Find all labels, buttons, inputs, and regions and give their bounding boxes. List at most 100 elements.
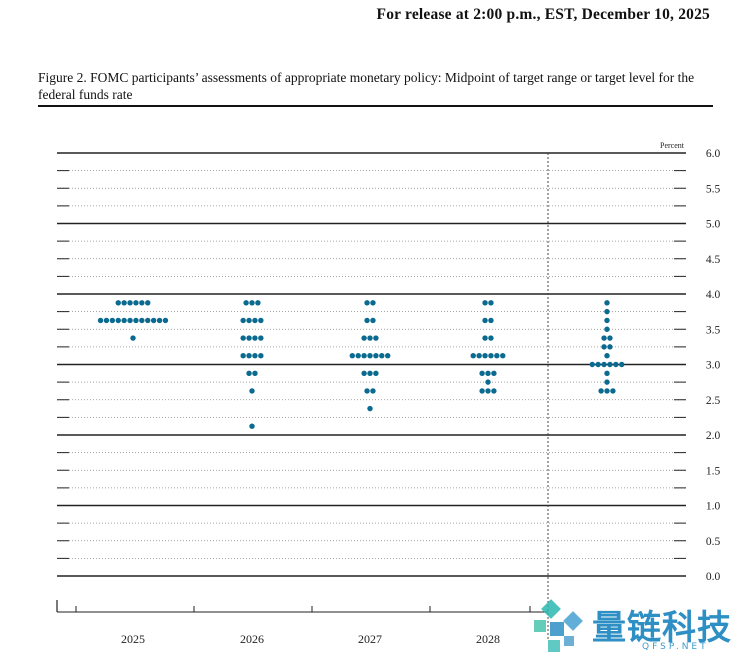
dot-2027 xyxy=(364,388,370,394)
dot-2027 xyxy=(367,335,373,341)
dot-2027 xyxy=(370,388,376,394)
dot-2025 xyxy=(139,317,145,324)
dot-2026 xyxy=(246,370,252,377)
dot-longer-run xyxy=(607,344,613,350)
dot-2025 xyxy=(145,317,151,324)
dot-2027 xyxy=(361,335,367,341)
dot-2027 xyxy=(385,352,391,359)
dot-2026 xyxy=(240,335,246,341)
dot-2027 xyxy=(367,352,373,359)
dot-2027 xyxy=(355,352,361,359)
dot-2025 xyxy=(145,300,151,306)
dot-longer-run xyxy=(601,335,607,341)
y-tick-label: 2.5 xyxy=(706,395,721,407)
dot-2028 xyxy=(470,352,476,359)
dot-2026 xyxy=(252,335,258,341)
dot-longer-run xyxy=(607,335,613,341)
y-tick-label: 3.0 xyxy=(706,360,721,372)
dot-2025 xyxy=(97,317,104,324)
x-tick-label: 2028 xyxy=(476,632,500,646)
dot-2025 xyxy=(127,317,133,324)
figure-title: Figure 2. FOMC participants’ assessments… xyxy=(38,70,695,102)
y-tick-label: 0.0 xyxy=(706,571,721,583)
dot-longer-run xyxy=(607,361,613,368)
dot-2026 xyxy=(252,370,258,377)
dot-longer-run xyxy=(604,379,610,385)
x-tick-label: 2026 xyxy=(240,632,264,646)
dot-2026 xyxy=(252,352,258,359)
dot-2025 xyxy=(156,317,163,324)
watermark-logo: 量链科技 QFSP.NET xyxy=(530,596,750,659)
dot-longer-run xyxy=(604,317,610,324)
y-tick-label: 1.0 xyxy=(706,501,721,513)
dot-2027 xyxy=(373,335,379,341)
dot-2028 xyxy=(479,370,485,377)
dot-longer-run xyxy=(601,361,607,368)
x-tick-label: 2025 xyxy=(121,632,145,646)
dot-2025 xyxy=(121,317,127,324)
dot-2026 xyxy=(240,317,246,324)
dot-2025 xyxy=(109,317,116,324)
dot-2027 xyxy=(370,300,376,306)
dot-2027 xyxy=(370,317,376,324)
watermark-text: 量链科技 xyxy=(592,608,732,648)
watermark-emblem-icon xyxy=(534,599,583,652)
dot-2027 xyxy=(373,370,379,377)
dot-2028 xyxy=(482,335,488,341)
dot-2025 xyxy=(115,317,121,324)
dot-2025 xyxy=(150,317,157,324)
dot-2026 xyxy=(246,317,252,324)
dot-longer-run xyxy=(601,344,607,350)
dot-2028 xyxy=(500,352,506,359)
y-tick-label: 2.0 xyxy=(706,430,721,442)
dot-2028 xyxy=(488,352,494,359)
dot-2026 xyxy=(252,317,258,324)
y-tick-label: 4.0 xyxy=(706,289,721,301)
title-rule xyxy=(38,105,713,107)
dot-2026 xyxy=(249,300,255,306)
dot-2026 xyxy=(258,317,264,324)
dot-2028 xyxy=(485,388,491,394)
y-tick-label: 3.5 xyxy=(706,324,721,336)
dot-longer-run xyxy=(598,388,604,394)
dot-2028 xyxy=(485,379,491,385)
dot-longer-run xyxy=(604,352,610,359)
y-tick-label: 5.0 xyxy=(706,219,721,231)
dot-2025 xyxy=(130,335,136,341)
y-tick-label: 1.5 xyxy=(706,465,721,477)
dot-2026 xyxy=(255,300,261,306)
y-tick-label: 6.0 xyxy=(706,148,721,160)
dot-longer-run xyxy=(604,308,610,315)
dot-2027 xyxy=(361,352,367,359)
dot-longer-run xyxy=(595,361,601,368)
dot-2028 xyxy=(488,300,494,306)
dot-2025 xyxy=(127,300,133,306)
dot-2025 xyxy=(133,300,139,306)
dot-longer-run xyxy=(604,388,610,394)
dot-2026 xyxy=(246,335,252,341)
dot-2026 xyxy=(243,300,249,306)
dot-2026 xyxy=(258,335,264,341)
y-tick-label: 5.5 xyxy=(706,183,721,195)
dot-2028 xyxy=(482,352,488,359)
dot-2028 xyxy=(485,370,491,377)
dot-longer-run xyxy=(589,361,595,368)
dot-2027 xyxy=(364,300,370,306)
dot-2028 xyxy=(488,317,494,324)
dot-2028 xyxy=(491,388,497,394)
dot-longer-run xyxy=(610,388,616,394)
dot-2027 xyxy=(364,317,370,324)
y-tick-label: 4.5 xyxy=(706,254,721,266)
dot-2025 xyxy=(121,300,127,306)
y-axis-label: Percent xyxy=(660,141,685,150)
dot-2026 xyxy=(249,388,255,394)
dot-2025 xyxy=(133,317,139,324)
dot-2026 xyxy=(249,423,255,429)
dot-2026 xyxy=(240,352,246,359)
dot-2028 xyxy=(488,335,494,341)
dot-2028 xyxy=(494,352,500,359)
dot-longer-run xyxy=(604,370,610,377)
dot-longer-run xyxy=(604,326,610,332)
dot-2028 xyxy=(482,317,488,324)
